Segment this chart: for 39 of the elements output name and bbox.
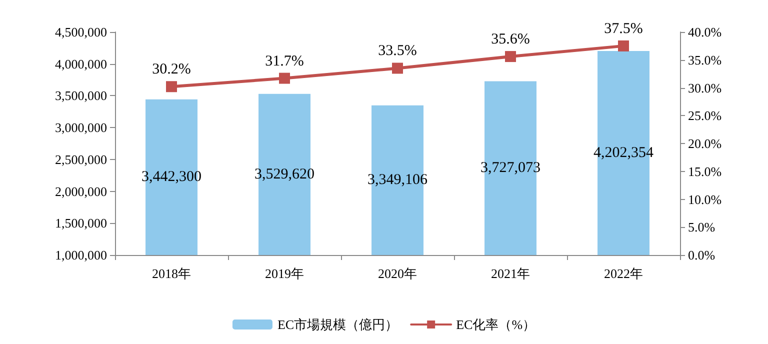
y2-tick-label: 5.0% <box>688 220 716 235</box>
y2-tick-label: 10.0% <box>688 192 722 207</box>
x-tick-label: 2020年 <box>378 266 417 281</box>
x-tick-label: 2018年 <box>152 266 191 281</box>
data-label: 3,442,300 <box>142 169 202 186</box>
y-tick-label: 4,500,000 <box>55 24 107 40</box>
point <box>279 72 290 84</box>
y-tick-label: 3,000,000 <box>55 120 107 136</box>
data-label: 3,727,073 <box>480 160 540 176</box>
y-tick-label: 1,000,000 <box>55 248 107 262</box>
y2-tick-label: 40.0% <box>688 24 722 40</box>
data-label: 3,529,620 <box>254 166 314 182</box>
y2-tick-label: 35.0% <box>688 52 722 68</box>
y2-tick-label: 0.0% <box>688 248 716 262</box>
data-label: 33.5% <box>378 43 417 60</box>
y-tick-label: 2,000,000 <box>55 184 107 199</box>
point <box>505 51 516 62</box>
point <box>392 62 403 74</box>
data-label: 3,349,106 <box>368 172 428 188</box>
data-label: 4,202,354 <box>594 144 654 161</box>
y2-tick-label: 25.0% <box>688 108 722 124</box>
y2-tick-label: 20.0% <box>688 136 722 151</box>
data-label: 35.6% <box>491 32 530 48</box>
y-tick-label: 1,500,000 <box>55 216 107 231</box>
y-tick-label: 3,500,000 <box>55 88 107 104</box>
point <box>166 81 177 92</box>
y2-tick-label: 15.0% <box>688 164 722 179</box>
data-label: 30.2% <box>152 62 191 78</box>
x-tick-label: 2021年 <box>491 266 530 281</box>
legend-label: EC市場規模（億円） <box>277 317 398 332</box>
x-tick-label: 2019年 <box>265 266 304 281</box>
y2-tick-label: 30.0% <box>688 80 722 96</box>
data-label: 37.5% <box>604 20 643 37</box>
data-label: 31.7% <box>265 53 304 70</box>
point <box>618 40 629 52</box>
legend-label: EC化率（%） <box>456 317 536 332</box>
y-tick-label: 2,500,000 <box>55 152 107 167</box>
y-tick-label: 4,000,000 <box>55 56 107 72</box>
x-tick-label: 2022年 <box>604 266 643 281</box>
